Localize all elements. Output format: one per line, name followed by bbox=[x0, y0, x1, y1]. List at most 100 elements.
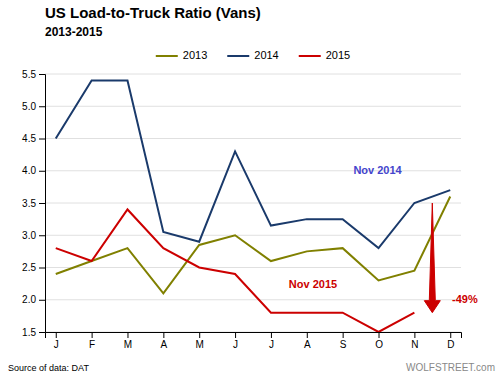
x-tick: J bbox=[233, 332, 238, 350]
legend-item: 2014 bbox=[227, 49, 278, 61]
line-2015 bbox=[56, 209, 415, 332]
plot: 1.5 2.0 2.5 3.0 3.5 4.0 4.5 5.0 5.5 J F M A M J J A S O N D N… bbox=[22, 69, 478, 350]
x-tick-mark bbox=[450, 332, 451, 338]
x-tick-label: N bbox=[411, 339, 418, 350]
subtitle: 2013-2015 bbox=[45, 25, 103, 39]
x-tick-mark bbox=[414, 332, 415, 338]
x-tick: O bbox=[375, 332, 383, 350]
y-tick-label: 4.0 bbox=[22, 165, 36, 176]
x-tick-mark bbox=[235, 332, 236, 338]
line-2013 bbox=[56, 197, 450, 294]
x-axis-line bbox=[46, 333, 462, 339]
legend-swatch bbox=[156, 55, 178, 57]
x-tick-label: D bbox=[447, 339, 454, 350]
x-tick-mark bbox=[271, 332, 272, 338]
y-tick: 3.5 bbox=[22, 198, 45, 209]
x-tick: J bbox=[54, 332, 59, 350]
watermark: WOLFSTREET.com bbox=[406, 362, 495, 373]
x-tick-label: M bbox=[124, 339, 132, 350]
legend-item: 2015 bbox=[299, 49, 350, 61]
y-tick-mark bbox=[39, 74, 45, 75]
legend-item: 2013 bbox=[156, 49, 207, 61]
x-tick: F bbox=[89, 332, 95, 350]
y-tick-label: 5.0 bbox=[22, 101, 36, 112]
grid-line bbox=[45, 106, 461, 107]
legend-swatch bbox=[299, 55, 321, 57]
annotation: -49% bbox=[452, 293, 478, 305]
y-tick: 2.5 bbox=[22, 262, 45, 273]
chart: US Load-to-Truck Ratio (Vans) 2013-2015 1.… bbox=[0, 0, 503, 376]
y-tick: 3.0 bbox=[22, 230, 45, 241]
grid-line bbox=[45, 235, 461, 236]
y-tick-mark bbox=[39, 203, 45, 204]
x-tick-label: J bbox=[54, 339, 59, 350]
annotations: Nov 2014 Nov 2015 -49% bbox=[289, 164, 478, 313]
y-tick: 4.5 bbox=[22, 133, 45, 144]
x-tick: J bbox=[269, 332, 274, 350]
lines bbox=[56, 80, 450, 332]
title: US Load-to-Truck Ratio (Vans) bbox=[45, 4, 261, 21]
grid-line bbox=[45, 203, 461, 204]
legend-label: 2013 bbox=[183, 49, 207, 61]
grid-line bbox=[45, 299, 461, 300]
y-tick-mark bbox=[39, 106, 45, 107]
x-tick-label: J bbox=[233, 339, 238, 350]
y-tick-label: 5.5 bbox=[22, 69, 36, 80]
y-tick-mark bbox=[39, 235, 45, 236]
y-tick: 1.5 bbox=[22, 327, 45, 338]
annotation: Nov 2014 bbox=[353, 164, 402, 176]
x-tick-mark bbox=[343, 332, 344, 338]
x-tick-label: A bbox=[161, 339, 168, 350]
y-tick-mark bbox=[39, 171, 45, 172]
y-tick-label: 3.0 bbox=[22, 230, 36, 241]
x-tick: M bbox=[124, 332, 132, 350]
x-tick: D bbox=[447, 332, 454, 350]
y-axis: 1.5 2.0 2.5 3.0 3.5 4.0 4.5 5.0 5.5 bbox=[22, 69, 45, 338]
x-tick-label: M bbox=[196, 339, 204, 350]
x-tick-mark bbox=[199, 332, 200, 338]
grid-line bbox=[45, 138, 461, 139]
x-tick-mark bbox=[56, 332, 57, 338]
y-tick: 5.5 bbox=[22, 69, 45, 80]
arrow bbox=[424, 203, 440, 313]
x-axis: JFMAMJJASOND bbox=[46, 332, 462, 350]
x-tick-label: F bbox=[89, 339, 95, 350]
source: Source of data: DAT bbox=[8, 363, 89, 373]
y-tick-label: 2.0 bbox=[22, 294, 36, 305]
x-tick-mark bbox=[379, 332, 380, 338]
y-axis-line bbox=[39, 75, 46, 333]
y-tick-mark bbox=[39, 268, 45, 269]
y-tick-label: 1.5 bbox=[22, 327, 36, 338]
x-tick: A bbox=[161, 332, 168, 350]
line-2014 bbox=[56, 80, 450, 248]
y-tick-mark bbox=[39, 139, 45, 140]
x-tick-mark bbox=[92, 332, 93, 338]
x-tick: N bbox=[411, 332, 418, 350]
y-tick-label: 4.5 bbox=[22, 133, 36, 144]
y-tick-label: 3.5 bbox=[22, 198, 36, 209]
x-tick-mark bbox=[127, 332, 128, 338]
y-tick-label: 2.5 bbox=[22, 262, 36, 273]
x-tick: A bbox=[304, 332, 311, 350]
annotation: Nov 2015 bbox=[289, 278, 337, 290]
grid-line bbox=[45, 267, 461, 268]
grid bbox=[45, 74, 461, 332]
x-tick: S bbox=[340, 332, 347, 350]
legend: 2013 2014 2015 bbox=[156, 49, 350, 61]
x-tick-label: O bbox=[375, 339, 383, 350]
x-tick-label: S bbox=[340, 339, 347, 350]
x-tick-label: A bbox=[304, 339, 311, 350]
y-tick: 5.0 bbox=[22, 101, 45, 112]
legend-swatch bbox=[227, 55, 249, 57]
x-tick-mark bbox=[307, 332, 308, 338]
y-tick-mark bbox=[39, 300, 45, 301]
y-tick: 4.0 bbox=[22, 165, 45, 176]
y-tick-mark bbox=[39, 332, 45, 333]
legend-label: 2015 bbox=[326, 49, 350, 61]
legend-label: 2014 bbox=[254, 49, 278, 61]
x-tick: M bbox=[196, 332, 204, 350]
x-tick-label: J bbox=[269, 339, 274, 350]
grid-line bbox=[45, 74, 461, 75]
x-tick-mark bbox=[163, 332, 164, 338]
y-tick: 2.0 bbox=[22, 294, 45, 305]
